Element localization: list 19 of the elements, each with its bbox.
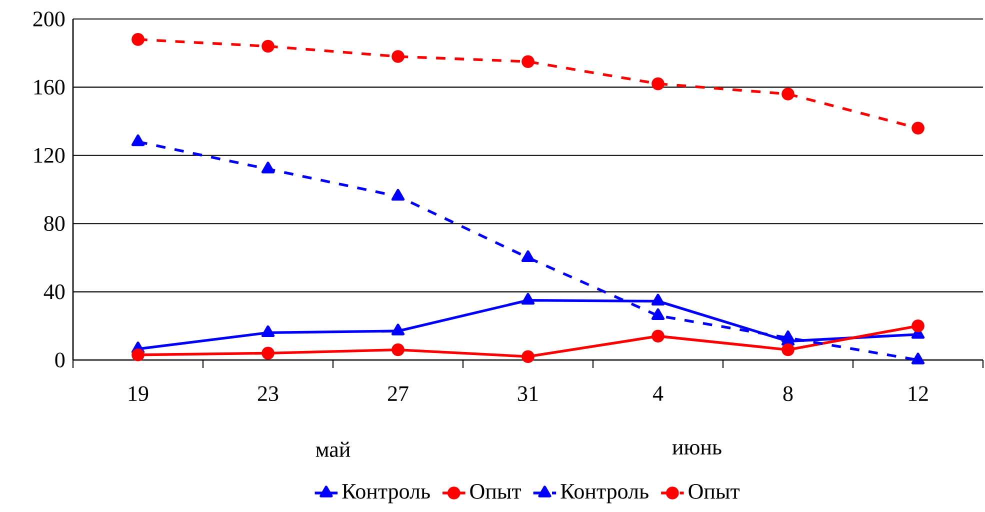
legend-label: Контроль <box>342 484 430 504</box>
x-tick-label: 19 <box>128 386 148 402</box>
y-tick-label: 0 <box>55 352 65 368</box>
text: май <box>316 442 350 457</box>
x-tick-label: 27 <box>388 386 408 401</box>
legend-label: Контроль <box>560 484 648 504</box>
legend-label: Опыт <box>470 484 521 499</box>
x-tick-label: 12 <box>908 386 928 401</box>
x-tick-label: 23 <box>258 386 278 402</box>
y-tick-label: 80 <box>44 216 65 232</box>
y-tick-label: 120 <box>34 148 65 163</box>
text: июнь <box>672 444 722 455</box>
legend-label: Опыт <box>688 484 740 499</box>
x-tick-label: 8 <box>783 386 793 402</box>
y-tick-label: 200 <box>33 12 65 26</box>
y-tick-label: 40 <box>44 284 65 300</box>
x-tick-label: 31 <box>518 386 538 402</box>
x-tick-label: 4 <box>652 386 664 401</box>
y-tick-label: 160 <box>34 80 65 95</box>
